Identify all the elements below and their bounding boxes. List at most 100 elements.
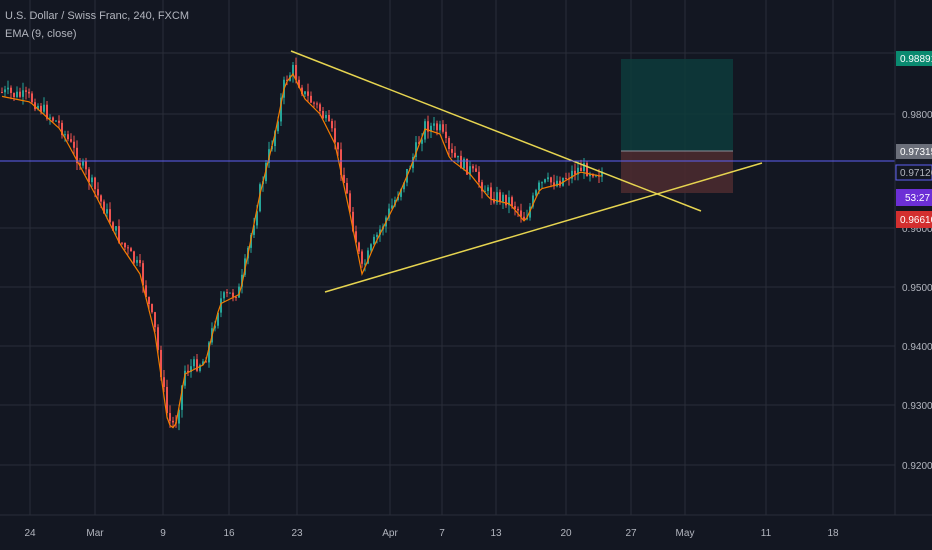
time-axis-label: 11 (761, 528, 772, 539)
candle-body (448, 138, 450, 149)
candle-body (25, 90, 27, 92)
candle-body (535, 190, 537, 196)
candlestick-series (1, 57, 603, 431)
candle-body (55, 120, 57, 122)
candle-body (292, 64, 294, 76)
time-axis-label: 23 (291, 528, 303, 539)
candle-body (514, 206, 516, 209)
candle-body (178, 409, 180, 424)
candle-body (16, 91, 18, 98)
candle-body (544, 179, 546, 183)
candle-body (550, 177, 552, 183)
ema-line (1, 72, 603, 429)
candle-body (415, 142, 417, 157)
candle-body (58, 120, 60, 123)
price-tag-entry-text: 0.97315 (900, 147, 932, 158)
candle-body (574, 170, 576, 175)
candle-body (43, 104, 45, 112)
candle-body (31, 93, 33, 103)
candle-body (10, 87, 12, 93)
candle-body (547, 177, 549, 180)
position-zones[interactable] (621, 59, 733, 193)
time-axis-label: 20 (560, 528, 572, 539)
symbol-title[interactable]: U.S. Dollar / Swiss Franc, 240, FXCM (5, 10, 189, 22)
candle-body (379, 229, 381, 235)
candle-body (115, 226, 117, 231)
time-axis-label: 18 (827, 528, 839, 539)
candle-body (343, 174, 345, 183)
candle-body (430, 125, 432, 132)
candle-body (127, 247, 129, 249)
candle-body (76, 147, 78, 164)
time-axis-label: 16 (223, 528, 235, 539)
price-tag-target-text: 0.98891 (900, 54, 932, 65)
candle-body (142, 263, 144, 286)
candle-body (13, 92, 15, 98)
candle-body (418, 142, 420, 144)
candle-body (139, 260, 141, 264)
time-axis-label: 9 (160, 528, 166, 539)
candle-body (427, 121, 429, 132)
candle-body (469, 166, 471, 175)
candle-body (124, 242, 126, 248)
candle-body (442, 124, 444, 132)
target-zone[interactable] (621, 59, 733, 151)
candle-body (523, 216, 525, 220)
candle-body (112, 222, 114, 231)
candle-body (361, 251, 363, 264)
candle-body (46, 104, 48, 119)
candle-body (196, 359, 198, 371)
candle-body (1, 92, 3, 93)
candle-body (421, 139, 423, 144)
candle-body (511, 197, 513, 207)
candle-body (487, 187, 489, 192)
candle-body (331, 121, 333, 129)
indicator-legend[interactable]: EMA (9, close) (5, 28, 77, 40)
candle-body (238, 286, 240, 298)
candle-body (460, 155, 462, 169)
candle-body (484, 191, 486, 193)
candle-body (364, 263, 366, 265)
time-axis-label: May (676, 528, 695, 539)
candle-body (217, 312, 219, 326)
candle-body (403, 182, 405, 190)
ascending-trendline[interactable] (324, 162, 763, 293)
candle-body (136, 260, 138, 263)
candle-body (505, 194, 507, 206)
candle-body (52, 117, 54, 121)
candle-body (91, 177, 93, 183)
candle-body (328, 115, 330, 122)
time-axis-label: 13 (490, 528, 502, 539)
time-axis-label: 27 (625, 528, 637, 539)
candle-body (358, 242, 360, 252)
candle-body (298, 79, 300, 88)
candle-body (49, 117, 51, 119)
candle-body (181, 385, 183, 410)
candle-body (580, 167, 582, 172)
stop-zone[interactable] (621, 151, 733, 193)
time-axis[interactable]: 24 Mar 9 16 23 Apr 7 13 20 27 May 11 18 (24, 528, 839, 539)
candle-body (541, 182, 543, 184)
candle-body (229, 292, 231, 294)
candle-body (133, 251, 135, 263)
candle-body (241, 274, 243, 287)
candle-body (340, 149, 342, 175)
candle-body (64, 134, 66, 136)
candle-body (295, 64, 297, 80)
time-axis-label: 7 (439, 528, 445, 539)
candle-body (163, 377, 165, 387)
candle-body (517, 208, 519, 211)
candle-body (367, 250, 369, 264)
candle-body (355, 231, 357, 243)
descending-trendline[interactable] (290, 50, 702, 212)
candle-body (586, 163, 588, 177)
candle-body (400, 189, 402, 197)
candle-body (256, 211, 258, 226)
candle-body (223, 292, 225, 299)
candle-body (169, 413, 171, 421)
